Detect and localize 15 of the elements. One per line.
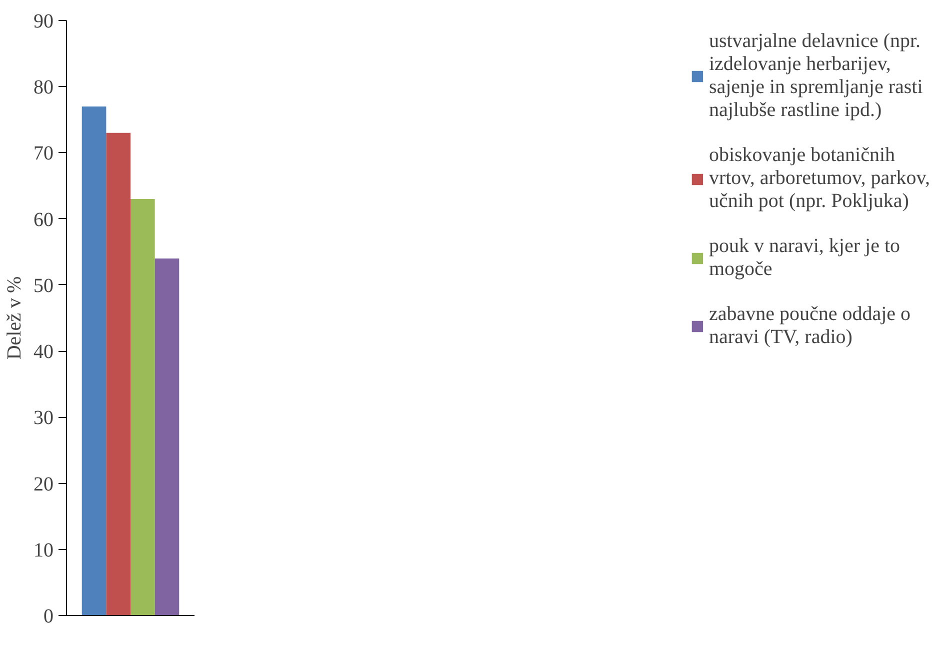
y-tick-label: 70 bbox=[34, 142, 54, 165]
legend-label: zabavne poučne oddaje o naravi (TV, radio) bbox=[708, 303, 911, 349]
y-tick-label: 0 bbox=[44, 606, 54, 628]
y-tick-label: 30 bbox=[34, 407, 54, 430]
y-axis-title: Delež v % bbox=[4, 276, 26, 360]
y-tick-label: 60 bbox=[34, 208, 54, 231]
legend-label: pouk v naravi, kjer je to mogoče bbox=[708, 235, 900, 281]
y-tick-label: 20 bbox=[34, 473, 54, 496]
y-tick-label: 90 bbox=[34, 10, 54, 32]
legend-label: ustvarjalne delavnice (npr. izdelovanje herbarijev, sajenje in spremljanje rasti najlubše rastline ipd.) bbox=[708, 30, 923, 122]
y-tick-label: 50 bbox=[34, 274, 54, 297]
legend-label: obiskovanje botaničnih vrtov, arboretumov, parkov, učnih pot (npr. Pokljuka) bbox=[708, 144, 930, 213]
y-tick-label: 10 bbox=[34, 539, 54, 562]
y-tick-label: 80 bbox=[34, 76, 54, 99]
y-tick-label: 40 bbox=[34, 341, 54, 364]
